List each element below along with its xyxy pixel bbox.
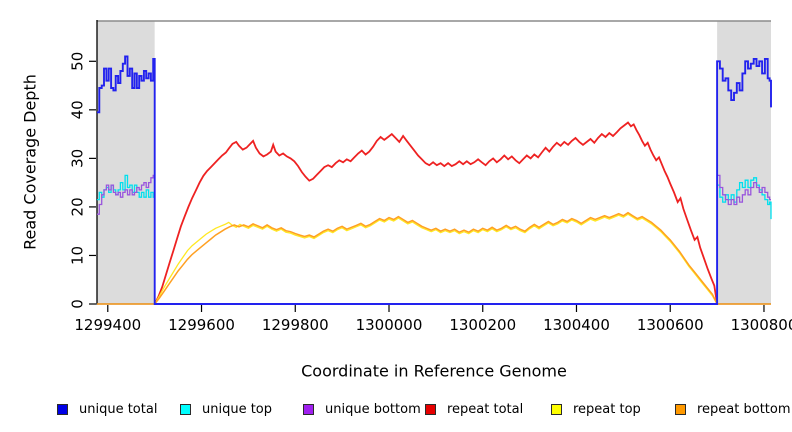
x-axis-title: Coordinate in Reference Genome [301,361,567,381]
series-repeat-bottom [97,211,771,305]
legend-swatch-repeat-total [425,403,436,415]
coverage-plot: 1299400 1299600 1299800 1300000 1300200 13004… [69,20,792,334]
series-repeat-total [153,121,718,305]
series-unique-total [97,55,772,305]
x-tick-label: 1300400 [543,316,610,334]
legend-label: repeat bottom [697,401,791,417]
legend-label: unique top [202,401,273,417]
legend-swatch-unique-total [57,403,68,415]
series-unique-bottom [97,174,771,305]
y-tick-label: 30 [69,149,87,168]
legend-swatch-repeat-bottom [675,403,686,415]
x-tick-label: 1299400 [74,316,141,334]
series-repeat-top [154,213,718,305]
legend-item-unique-top: unique top [180,399,272,419]
legend-label: unique bottom [325,401,421,417]
y-tick-label: 20 [69,197,87,216]
y-tick-label: 50 [69,52,87,71]
series-unique-top [97,174,772,305]
x-tick-label: 1299800 [262,316,329,334]
legend: unique total unique top unique bottom repea… [0,399,792,421]
y-tick-label: 0 [69,299,87,309]
x-tick-label: 1300000 [356,316,423,334]
legend-item-unique-total: unique total [57,399,157,419]
y-tick-label: 40 [69,100,87,119]
legend-swatch-unique-top [180,403,191,415]
y-tick-label: 10 [69,246,87,265]
x-tick-label: 1300200 [449,316,516,334]
legend-label: repeat total [447,401,524,417]
legend-item-unique-bottom: unique bottom [303,399,421,419]
y-axis-title: Read Coverage Depth [20,74,40,250]
legend-item-repeat-top: repeat top [551,399,641,419]
legend-item-repeat-bottom: repeat bottom [675,399,791,419]
legend-label: unique total [79,401,158,417]
legend-label: repeat top [573,401,641,417]
x-tick-label: 1299600 [168,316,235,334]
x-tick-label: 1300600 [637,316,704,334]
legend-swatch-unique-bottom [303,403,314,415]
legend-swatch-repeat-top [551,403,562,415]
x-tick-label: 1300800 [731,316,792,334]
legend-item-repeat-total: repeat total [425,399,523,419]
